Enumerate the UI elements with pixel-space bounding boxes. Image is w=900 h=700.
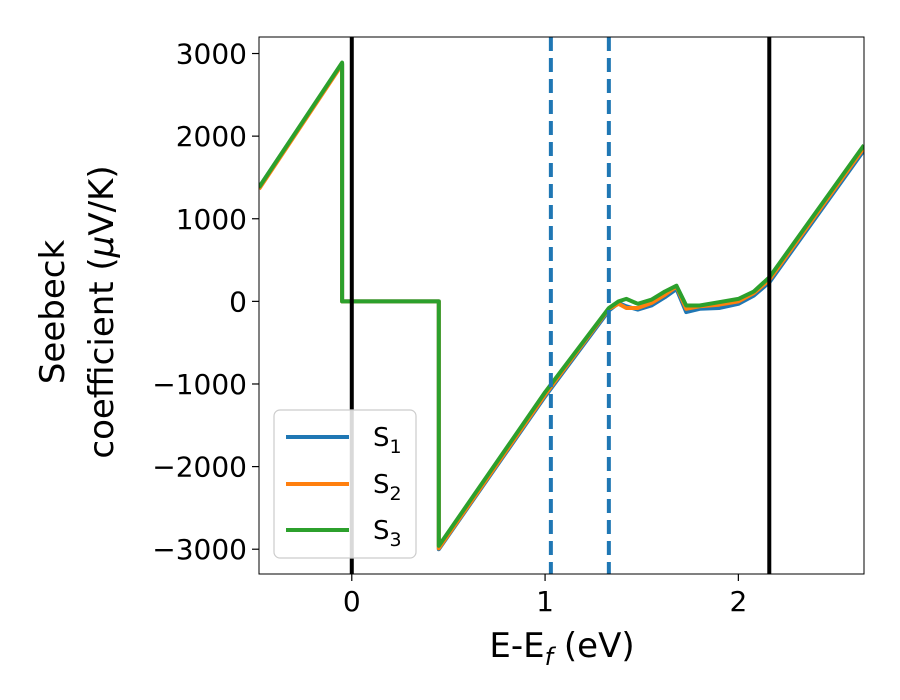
y-tick-label: 0	[229, 285, 247, 318]
plot-frame	[258, 36, 865, 575]
plot-area	[259, 37, 864, 574]
y-axis-label-line1: Seebeck	[33, 240, 73, 385]
x-axis-label: E-Ef (eV)	[489, 626, 634, 671]
legend-label-s1: S1	[373, 423, 402, 458]
x-tick-label: 1	[536, 585, 554, 618]
axes: 0 1 2 −3000 −2000 −1000 0 1000 2000 3000	[152, 36, 865, 618]
y-tick-label: 2000	[176, 120, 247, 153]
y-tick-label: 3000	[176, 38, 247, 71]
plot-content	[259, 37, 864, 574]
legend-label-s3: S3	[373, 516, 402, 551]
legend: S1 S2 S3	[273, 409, 417, 559]
x-tick-label: 2	[729, 585, 747, 618]
x-tick-label: 0	[343, 585, 361, 618]
y-tick-label: −3000	[152, 533, 247, 566]
y-axis-label-line2: coefficient (μV/K)	[82, 165, 122, 458]
y-axis-label: Seebeck coefficient (μV/K)	[33, 165, 122, 458]
y-tick-label: 1000	[176, 203, 247, 236]
legend-label-s2: S2	[373, 470, 402, 505]
y-tick-label: −1000	[152, 368, 247, 401]
y-tick-label: −2000	[152, 451, 247, 484]
series-line-s3	[259, 60, 864, 548]
